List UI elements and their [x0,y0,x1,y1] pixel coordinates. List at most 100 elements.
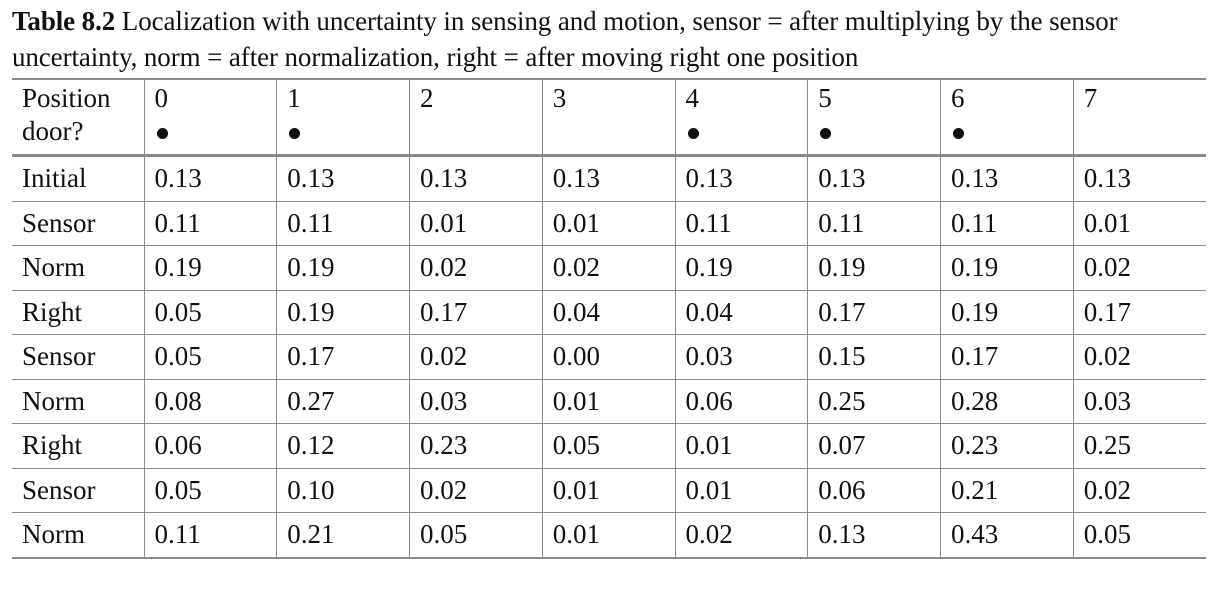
probability-cell: 0.13 [143,155,277,202]
probability-cell: 0.02 [1072,468,1206,513]
probability-cell: 0.13 [541,155,675,202]
table-caption: Table 8.2 Localization with uncertainty … [12,3,1222,75]
probability-cell: 0.01 [541,379,675,424]
probability-cell: 0.02 [409,468,543,513]
probability-cell: 0.21 [940,468,1074,513]
row-label: Norm [12,512,144,559]
probability-cell: 0.01 [1072,201,1206,246]
caption-label: Table 8.2 [12,6,116,36]
header-position-2: 2 [409,78,543,116]
table-row: Initial 0.13 0.13 0.13 0.13 0.13 0.13 0.13 0.13 [12,155,1206,202]
probability-cell: 0.19 [674,245,808,291]
caption-text: Localization with uncertainty in sensing… [12,6,1118,72]
probability-cell: 0.07 [807,423,941,469]
probability-cell: 0.01 [674,468,808,513]
probability-cell: 0.02 [674,512,808,559]
table-body: Initial 0.13 0.13 0.13 0.13 0.13 0.13 0.13 0.13 S… [12,155,1206,559]
probability-cell: 0.12 [276,423,410,469]
probability-cell: 0.19 [940,245,1074,291]
probability-cell: 0.05 [143,290,277,335]
header-position-5: 5 [807,78,941,116]
probability-cell: 0.25 [1072,423,1206,469]
probability-cell: 0.19 [276,290,410,335]
probability-cell: 0.11 [276,201,410,246]
header-position-6: 6 [940,78,1074,116]
door-cell-5 [807,116,941,157]
probability-cell: 0.02 [409,245,543,291]
probability-cell: 0.19 [143,245,277,291]
probability-cell: 0.13 [807,512,941,559]
door-marker-icon [953,128,964,140]
probability-cell: 0.02 [1072,334,1206,380]
probability-cell: 0.04 [541,290,675,335]
probability-cell: 0.17 [1072,290,1206,335]
probability-cell: 0.13 [807,155,941,202]
table-row: Norm 0.08 0.27 0.03 0.01 0.06 0.25 0.28 0.03 [12,379,1206,424]
door-marker-icon [687,128,699,140]
probability-cell: 0.02 [541,245,675,291]
probability-cell: 0.01 [541,512,675,559]
door-marker-icon [156,128,168,140]
probability-cell: 0.28 [940,379,1074,424]
probability-cell: 0.05 [1072,512,1206,559]
probability-cell: 0.01 [674,423,808,469]
probability-cell: 0.27 [276,379,410,424]
probability-cell: 0.01 [541,468,675,513]
table-row: Sensor 0.11 0.11 0.01 0.01 0.11 0.11 0.11 0.01 [12,201,1206,246]
probability-cell: 0.17 [276,334,410,380]
probability-cell: 0.05 [541,423,675,469]
probability-cell: 0.23 [940,423,1074,469]
probability-cell: 0.21 [276,512,410,559]
door-cell-2 [409,116,543,157]
header-position-1: 1 [276,78,410,116]
probability-cell: 0.06 [674,379,808,424]
probability-cell: 0.05 [143,468,277,513]
probability-cell: 0.01 [409,201,543,246]
probability-cell: 0.17 [807,290,941,335]
probability-cell: 0.11 [940,201,1074,246]
probability-cell: 0.25 [807,379,941,424]
probability-cell: 0.03 [409,379,543,424]
probability-cell: 0.05 [143,334,277,380]
probability-cell: 0.11 [807,201,941,246]
header-position-3: 3 [541,78,675,116]
row-label: Sensor [12,334,144,380]
probability-cell: 0.05 [409,512,543,559]
table-row: Norm 0.19 0.19 0.02 0.02 0.19 0.19 0.19 0.02 [12,245,1206,291]
probability-cell: 0.13 [1072,155,1206,202]
probability-cell: 0.23 [409,423,543,469]
probability-cell: 0.19 [276,245,410,291]
table-row: Norm 0.11 0.21 0.05 0.01 0.02 0.13 0.43 0.05 [12,512,1206,559]
door-cell-0 [143,116,277,157]
probability-cell: 0.02 [409,334,543,380]
probability-cell: 0.13 [276,155,410,202]
header-door-label: door? [12,116,144,157]
probability-cell: 0.03 [674,334,808,380]
probability-cell: 0.10 [276,468,410,513]
probability-cell: 0.01 [541,201,675,246]
table-row: Right 0.06 0.12 0.23 0.05 0.01 0.07 0.23 0.25 [12,423,1206,469]
probability-cell: 0.06 [807,468,941,513]
probability-cell: 0.11 [674,201,808,246]
door-cell-3 [541,116,675,157]
probability-cell: 0.13 [674,155,808,202]
probability-cell: 0.17 [940,334,1074,380]
header-position-0: 0 [143,78,277,116]
probability-cell: 0.04 [674,290,808,335]
header-row-door: door? [12,116,1206,157]
probability-cell: 0.19 [940,290,1074,335]
header-position-7: 7 [1072,78,1206,116]
table-row: Sensor 0.05 0.10 0.02 0.01 0.01 0.06 0.21 0.02 [12,468,1206,513]
probability-cell: 0.03 [1072,379,1206,424]
row-label: Norm [12,245,144,291]
door-cell-4 [674,116,808,157]
probability-cell: 0.19 [807,245,941,291]
door-cell-6 [940,116,1074,157]
row-label: Sensor [12,201,144,246]
row-label: Right [12,290,144,335]
probability-cell: 0.08 [143,379,277,424]
probability-cell: 0.43 [940,512,1074,559]
door-marker-icon [289,128,301,140]
